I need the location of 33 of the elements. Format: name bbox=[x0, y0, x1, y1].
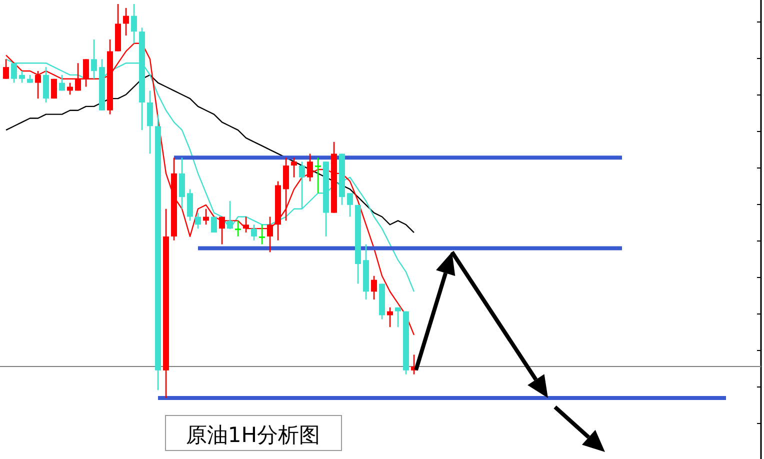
candlestick bbox=[387, 306, 393, 328]
candlestick bbox=[75, 62, 81, 92]
candlestick bbox=[267, 216, 273, 253]
candlestick bbox=[235, 220, 241, 238]
candlestick bbox=[91, 38, 97, 80]
candlestick bbox=[67, 82, 73, 96]
candlestick bbox=[307, 153, 313, 182]
candlestick bbox=[227, 200, 233, 230]
candlestick bbox=[251, 224, 257, 242]
candlestick bbox=[187, 188, 193, 222]
candlestick bbox=[147, 90, 153, 154]
candlestick bbox=[219, 216, 225, 245]
candlestick bbox=[131, 3, 137, 44]
candlestick bbox=[3, 58, 9, 80]
candlestick bbox=[59, 74, 65, 92]
candlestick bbox=[371, 275, 377, 300]
candlestick bbox=[43, 66, 49, 104]
candlestick bbox=[347, 192, 353, 218]
candlestick bbox=[395, 306, 401, 328]
candlestick bbox=[291, 157, 297, 178]
candlestick bbox=[195, 212, 201, 230]
candlestick bbox=[283, 157, 289, 222]
candlestick bbox=[315, 157, 321, 194]
candlestick bbox=[243, 216, 249, 234]
candlestick bbox=[35, 70, 41, 100]
candlestick bbox=[259, 224, 265, 245]
candlestick bbox=[123, 7, 129, 36]
candlestick bbox=[179, 157, 185, 210]
candlestick bbox=[11, 62, 17, 84]
candlestick bbox=[299, 160, 305, 210]
candlestick bbox=[83, 58, 89, 88]
text: 原油1H分析图 bbox=[186, 423, 320, 447]
candlestick bbox=[19, 70, 25, 84]
